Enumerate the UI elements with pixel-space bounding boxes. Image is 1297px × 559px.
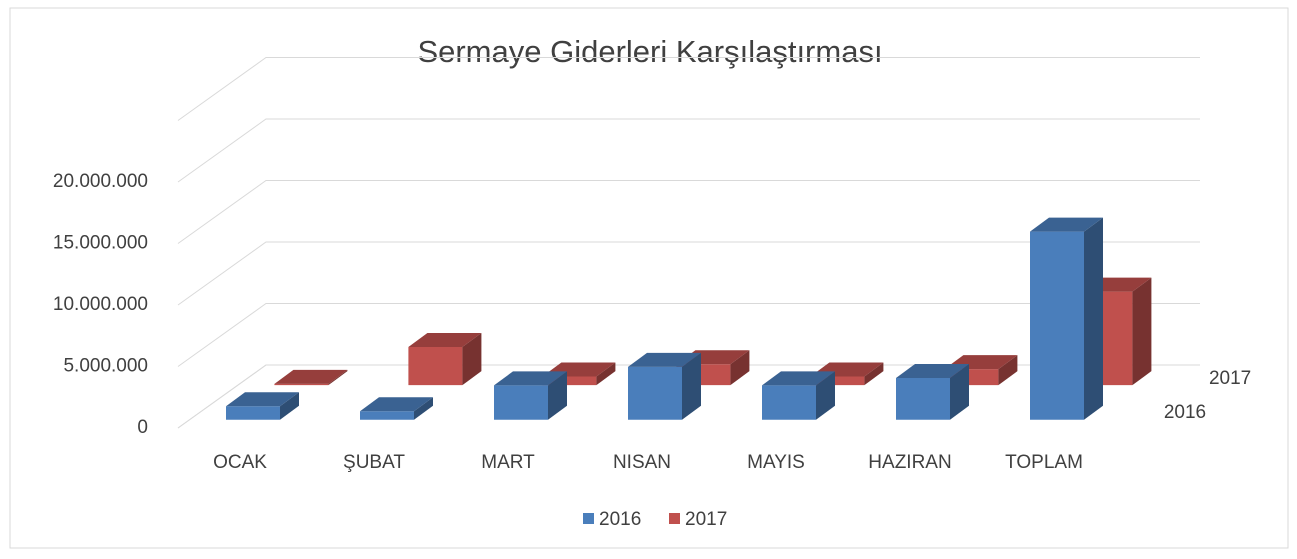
y-tick-label: 5.000.000 bbox=[63, 356, 148, 377]
bar bbox=[226, 392, 299, 420]
grid-line bbox=[177, 118, 1200, 183]
bar-face bbox=[274, 369, 348, 384]
bar-face bbox=[762, 371, 835, 386]
bar-face bbox=[1030, 231, 1084, 420]
legend-label: 2017 bbox=[685, 509, 727, 530]
x-tick-label: TOPLAM bbox=[1005, 452, 1083, 473]
bar bbox=[360, 397, 433, 420]
y-tick-label: 20.000.000 bbox=[53, 171, 148, 192]
bar bbox=[408, 333, 482, 386]
bar-face bbox=[1084, 217, 1103, 420]
grid-line bbox=[177, 303, 1200, 367]
x-tick-label: ŞUBAT bbox=[343, 452, 405, 473]
bar-face bbox=[682, 352, 701, 420]
bar-face bbox=[896, 377, 950, 420]
x-tick-label: MART bbox=[481, 452, 535, 473]
bar bbox=[494, 371, 567, 420]
bar-face bbox=[950, 363, 969, 420]
bar-face bbox=[226, 392, 299, 407]
bar-face bbox=[360, 397, 433, 412]
bar-face bbox=[494, 371, 567, 386]
wall-edge bbox=[177, 57, 1200, 121]
bar-face bbox=[274, 383, 329, 386]
bar-face bbox=[548, 371, 567, 420]
x-tick-label: OCAK bbox=[213, 452, 267, 473]
grid-line bbox=[177, 364, 1200, 429]
y-tick-label: 10.000.000 bbox=[53, 294, 148, 315]
bar-face bbox=[1132, 277, 1152, 386]
depth-label: 2016 bbox=[1164, 402, 1206, 423]
bar bbox=[896, 363, 969, 420]
x-tick-label: NISAN bbox=[613, 452, 671, 473]
bar bbox=[274, 369, 348, 386]
bar-face bbox=[628, 366, 682, 420]
legend-swatch bbox=[583, 513, 594, 524]
depth-label: 2017 bbox=[1209, 368, 1251, 389]
x-tick-label: MAYIS bbox=[747, 452, 805, 473]
bar-face bbox=[730, 350, 750, 386]
bar-face bbox=[280, 392, 299, 420]
y-tick-label: 0 bbox=[137, 417, 148, 438]
bar-face bbox=[360, 411, 414, 420]
bar-face bbox=[408, 333, 482, 348]
bar-face bbox=[1030, 217, 1103, 232]
bar-face bbox=[762, 385, 816, 420]
bar-face bbox=[596, 362, 616, 386]
legend-swatch bbox=[669, 513, 680, 524]
grid-line bbox=[177, 241, 1200, 306]
bar-face bbox=[864, 362, 884, 386]
chart-title: Sermaye Giderleri Karşılaştırması bbox=[417, 34, 882, 69]
bar bbox=[762, 371, 835, 420]
bar-face bbox=[816, 371, 835, 420]
bar-face bbox=[494, 385, 548, 420]
y-tick-label: 15.000.000 bbox=[53, 233, 148, 254]
legend-label: 2016 bbox=[599, 509, 641, 530]
x-tick-label: HAZIRAN bbox=[868, 452, 951, 473]
bar-face bbox=[408, 347, 463, 386]
grid-line bbox=[177, 180, 1200, 244]
bar-face bbox=[462, 333, 482, 386]
bar-face bbox=[998, 355, 1018, 386]
bar bbox=[1030, 217, 1103, 420]
bar-face bbox=[628, 352, 701, 367]
bar-face bbox=[414, 397, 433, 420]
bar-face bbox=[328, 369, 348, 386]
bar bbox=[628, 352, 701, 420]
bar-face bbox=[896, 363, 969, 378]
bar-face bbox=[226, 406, 280, 420]
